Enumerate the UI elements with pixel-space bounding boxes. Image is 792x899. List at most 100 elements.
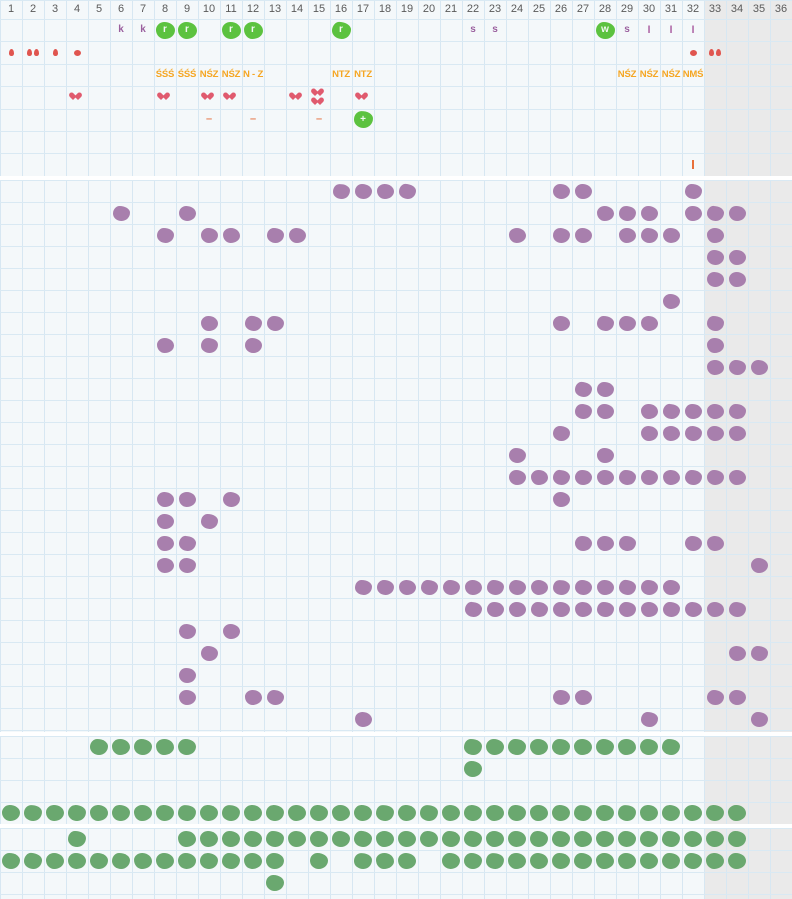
green-cell[interactable] (726, 802, 748, 824)
header-cell-marker-row[interactable]: s (484, 19, 506, 41)
header-cell-tag-row[interactable]: NMŚ (682, 64, 704, 86)
header-cell-marker-row[interactable]: w (594, 19, 616, 41)
violet-cell[interactable] (176, 664, 198, 686)
green-cell[interactable] (704, 850, 726, 872)
violet-cell[interactable] (220, 488, 242, 510)
violet-cell[interactable] (352, 576, 374, 598)
column-number[interactable]: 24 (510, 3, 524, 15)
header-cell-dash-row[interactable]: + (352, 109, 374, 131)
green-cell[interactable] (220, 850, 242, 872)
column-number[interactable]: 31 (664, 3, 678, 15)
violet-cell[interactable] (748, 554, 770, 576)
violet-cell[interactable] (528, 466, 550, 488)
violet-cell[interactable] (704, 268, 726, 290)
green-cell[interactable] (110, 736, 132, 758)
column-number[interactable]: 9 (183, 3, 191, 15)
violet-cell[interactable] (660, 224, 682, 246)
violet-cell[interactable] (462, 576, 484, 598)
violet-cell[interactable] (550, 224, 572, 246)
green-cell[interactable] (264, 872, 286, 894)
header-cell-marker-row[interactable]: I (682, 19, 704, 41)
green-cell[interactable] (154, 850, 176, 872)
green-cell[interactable] (616, 828, 638, 850)
green-cell[interactable] (132, 736, 154, 758)
violet-cell[interactable] (682, 202, 704, 224)
green-cell[interactable] (440, 828, 462, 850)
column-number[interactable]: 8 (161, 3, 169, 15)
violet-cell[interactable] (176, 202, 198, 224)
violet-cell[interactable] (638, 576, 660, 598)
violet-cell[interactable] (550, 422, 572, 444)
violet-cell[interactable] (638, 400, 660, 422)
green-cell[interactable] (66, 828, 88, 850)
violet-cell[interactable] (242, 312, 264, 334)
column-number[interactable]: 18 (378, 3, 392, 15)
green-cell[interactable] (132, 802, 154, 824)
violet-cell[interactable] (704, 356, 726, 378)
violet-cell[interactable] (682, 532, 704, 554)
green-cell[interactable] (88, 802, 110, 824)
green-cell[interactable] (264, 850, 286, 872)
violet-cell[interactable] (550, 686, 572, 708)
column-number[interactable]: 25 (532, 3, 546, 15)
violet-cell[interactable] (704, 532, 726, 554)
violet-cell[interactable] (616, 598, 638, 620)
header-cell-tag-row[interactable]: NŚZ (198, 64, 220, 86)
column-number[interactable]: 28 (598, 3, 612, 15)
violet-cell[interactable] (396, 180, 418, 202)
violet-cell[interactable] (616, 202, 638, 224)
green-cell[interactable] (176, 736, 198, 758)
violet-cell[interactable] (572, 378, 594, 400)
header-cell-heart-row[interactable] (286, 86, 308, 108)
green-cell[interactable] (550, 736, 572, 758)
green-cell[interactable] (616, 736, 638, 758)
violet-cell[interactable] (748, 356, 770, 378)
violet-cell[interactable] (726, 400, 748, 422)
green-cell[interactable] (638, 736, 660, 758)
header-cell-drop-row[interactable] (66, 41, 88, 63)
violet-cell[interactable] (704, 246, 726, 268)
violet-cell[interactable] (594, 400, 616, 422)
violet-cell[interactable] (726, 202, 748, 224)
violet-cell[interactable] (682, 400, 704, 422)
green-cell[interactable] (462, 736, 484, 758)
column-number[interactable]: 19 (400, 3, 414, 15)
green-cell[interactable] (308, 828, 330, 850)
header-cell-marker-row[interactable]: k (110, 19, 132, 41)
header-cell-marker-row[interactable]: r (242, 19, 264, 41)
green-cell[interactable] (242, 828, 264, 850)
violet-cell[interactable] (550, 576, 572, 598)
violet-cell[interactable] (506, 224, 528, 246)
header-cell-marker-row[interactable]: I (638, 19, 660, 41)
green-cell[interactable] (220, 828, 242, 850)
violet-cell[interactable] (550, 598, 572, 620)
header-cell-marker-row[interactable]: s (616, 19, 638, 41)
column-number[interactable]: 22 (466, 3, 480, 15)
green-cell[interactable] (352, 850, 374, 872)
green-cell[interactable] (88, 850, 110, 872)
green-cell[interactable] (660, 828, 682, 850)
green-cell[interactable] (594, 802, 616, 824)
green-cell[interactable] (484, 850, 506, 872)
violet-cell[interactable] (682, 598, 704, 620)
column-number[interactable]: 35 (752, 3, 766, 15)
green-cell[interactable] (0, 802, 22, 824)
green-cell[interactable] (308, 850, 330, 872)
violet-cell[interactable] (682, 180, 704, 202)
violet-cell[interactable] (726, 246, 748, 268)
green-cell[interactable] (110, 802, 132, 824)
green-cell[interactable] (132, 850, 154, 872)
green-cell[interactable] (638, 850, 660, 872)
violet-cell[interactable] (506, 598, 528, 620)
violet-cell[interactable] (198, 224, 220, 246)
green-cell[interactable] (484, 828, 506, 850)
header-cell-marker-row[interactable]: r (330, 19, 352, 41)
green-cell[interactable] (198, 802, 220, 824)
header-cell-drop-row[interactable] (44, 41, 66, 63)
green-cell[interactable] (396, 850, 418, 872)
green-cell[interactable] (418, 828, 440, 850)
violet-cell[interactable] (572, 466, 594, 488)
column-number[interactable]: 26 (554, 3, 568, 15)
violet-cell[interactable] (528, 576, 550, 598)
green-cell[interactable] (88, 736, 110, 758)
